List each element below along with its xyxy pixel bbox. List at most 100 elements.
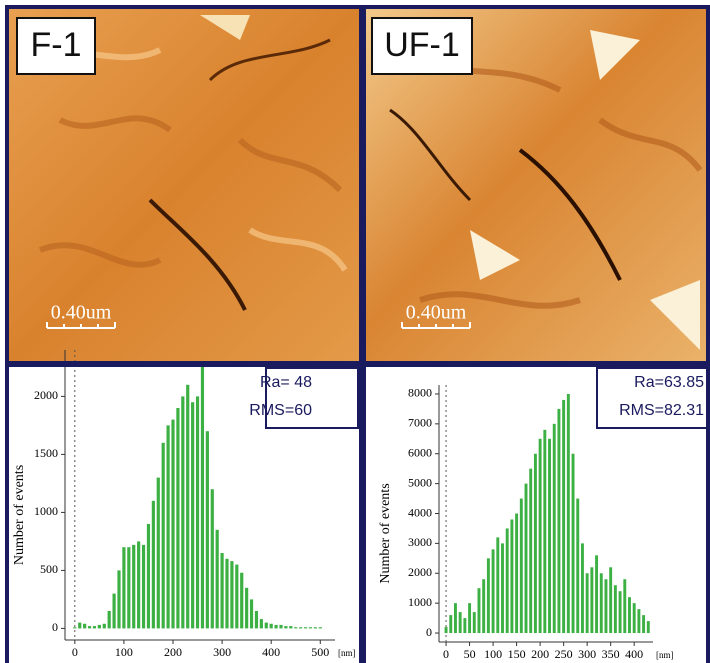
bar: [151, 500, 155, 629]
bar: [205, 431, 209, 629]
panel-borders: [5, 5, 710, 663]
bar: [137, 541, 141, 629]
bar: [97, 624, 101, 629]
annotation: RMS=60: [249, 402, 312, 419]
bar: [642, 615, 646, 634]
bar: [548, 438, 551, 634]
x-tick-label: 150: [508, 647, 526, 661]
bar: [552, 423, 556, 634]
x-unit: [nm]: [656, 650, 674, 660]
bar: [141, 544, 146, 629]
bar: [73, 627, 77, 629]
bar: [595, 555, 599, 634]
bar: [245, 587, 249, 629]
bar: [482, 579, 486, 634]
y-tick-label: 2000: [34, 388, 58, 402]
bar: [491, 549, 495, 634]
x-tick-label: 400: [262, 645, 280, 659]
bar: [557, 408, 561, 634]
bar: [590, 567, 594, 634]
bar: [646, 621, 650, 634]
bar: [585, 573, 589, 634]
panel-label-text: F-1: [31, 26, 82, 64]
bar: [78, 622, 82, 629]
bar: [566, 393, 570, 634]
bar: [515, 513, 519, 634]
bar: [463, 618, 467, 634]
panel-label-text: UF-1: [384, 26, 460, 64]
annotation-box: [596, 367, 708, 429]
bar: [210, 489, 214, 629]
bar: [279, 624, 283, 629]
bar: [486, 558, 490, 634]
bar: [613, 585, 617, 634]
x-tick-label: 0: [72, 645, 78, 659]
y-axis-label: Number of events: [12, 465, 27, 565]
bar: [529, 468, 533, 634]
bar: [449, 615, 453, 634]
y-axis-label: Number of events: [378, 483, 393, 583]
bar: [264, 622, 268, 629]
scale-bar-label: 0.40um: [406, 302, 467, 324]
y-tick-label: 4000: [408, 505, 432, 519]
bar: [220, 553, 224, 629]
bar: [576, 498, 580, 634]
bar: [269, 623, 273, 629]
bar: [458, 612, 462, 634]
bar: [102, 623, 106, 629]
bar: [496, 537, 500, 634]
bar: [468, 603, 472, 634]
bar: [623, 579, 627, 634]
bar: [472, 612, 476, 634]
scale-bar-label: 0.40um: [51, 302, 112, 324]
bar: [181, 396, 185, 629]
bar: [299, 627, 303, 629]
x-tick-label: 100: [115, 645, 133, 659]
y-tick-label: 1000: [408, 595, 432, 609]
bar: [122, 547, 126, 629]
bar: [501, 543, 504, 634]
bar: [308, 627, 313, 629]
y-tick-label: 500: [40, 562, 58, 576]
bar: [249, 599, 254, 629]
bar: [628, 597, 631, 634]
bar: [543, 429, 547, 634]
bar: [289, 626, 293, 629]
bar: [505, 528, 509, 634]
x-tick-label: 50: [464, 647, 476, 661]
y-tick-label: 6000: [408, 445, 432, 459]
annotation: Ra= 48: [260, 374, 312, 391]
bar: [254, 611, 259, 629]
bar: [618, 591, 622, 634]
panel-label: UF-1: [371, 17, 473, 75]
bar: [580, 543, 584, 634]
bar: [112, 593, 116, 629]
scale-bar: [46, 322, 471, 329]
bar: [83, 623, 87, 629]
x-tick-label: 400: [625, 647, 643, 661]
bar: [637, 609, 641, 634]
x-tick-label: 200: [164, 645, 182, 659]
panel-label: F-1: [16, 17, 96, 75]
bar: [284, 626, 288, 629]
x-tick-label: 300: [578, 647, 596, 661]
bar: [524, 483, 528, 634]
bar: [230, 561, 234, 629]
y-tick-label: 0: [52, 620, 58, 634]
x-tick-label: 250: [555, 647, 573, 661]
bar: [274, 624, 278, 629]
x-unit: [nm]: [338, 648, 356, 658]
y-tick-label: 5000: [408, 475, 432, 489]
bar: [538, 438, 542, 634]
bar: [186, 384, 190, 629]
bar: [562, 399, 566, 634]
annotation-box: [265, 367, 359, 429]
y-tick-label: 0: [426, 625, 432, 639]
bar: [303, 627, 308, 629]
bar: [146, 524, 151, 629]
bar: [571, 453, 575, 634]
annotation: RMS=82.31: [619, 402, 704, 419]
bar: [444, 627, 448, 634]
